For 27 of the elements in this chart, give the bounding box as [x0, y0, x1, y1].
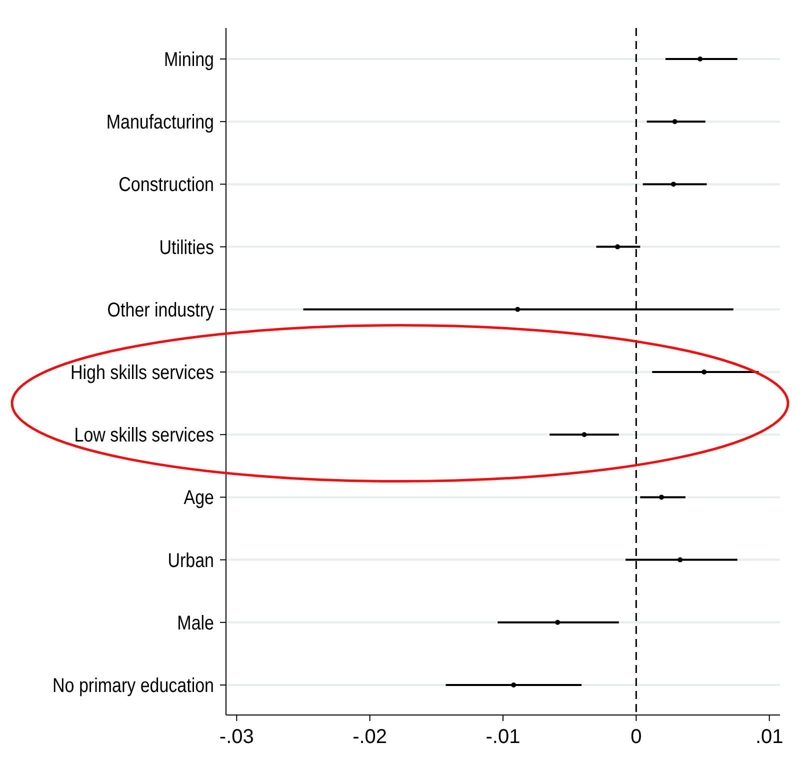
point: [698, 56, 703, 62]
x-tick-label: .01: [755, 726, 784, 748]
y-tick-label: Male: [177, 611, 214, 634]
y-tick-label: Manufacturing: [106, 110, 214, 133]
point: [670, 182, 676, 187]
y-tick-label: Age: [184, 486, 214, 509]
point: [678, 557, 683, 562]
y-tick-label: High skills services: [70, 360, 214, 384]
x-tick-label: -.03: [219, 726, 254, 748]
point: [658, 494, 664, 500]
point: [515, 306, 520, 312]
y-tick-label: Construction: [118, 172, 214, 196]
y-tick-label: Urban: [168, 548, 214, 572]
y-tick-label: Low skills services: [74, 423, 214, 446]
point: [615, 244, 620, 250]
x-tick-label: -.02: [352, 726, 388, 748]
x-tick-label: -.01: [486, 726, 520, 748]
y-tick-label: Other industry: [107, 298, 215, 321]
y-tick-label: No primary education: [52, 674, 214, 696]
y-tick-label: Utilities: [159, 235, 214, 258]
x-tick-label: 0: [630, 726, 642, 748]
point: [511, 682, 516, 688]
point: [702, 370, 707, 374]
y-tick-label: Mining: [164, 48, 214, 70]
point: [672, 119, 678, 124]
point: [555, 620, 560, 625]
point: [582, 432, 587, 438]
